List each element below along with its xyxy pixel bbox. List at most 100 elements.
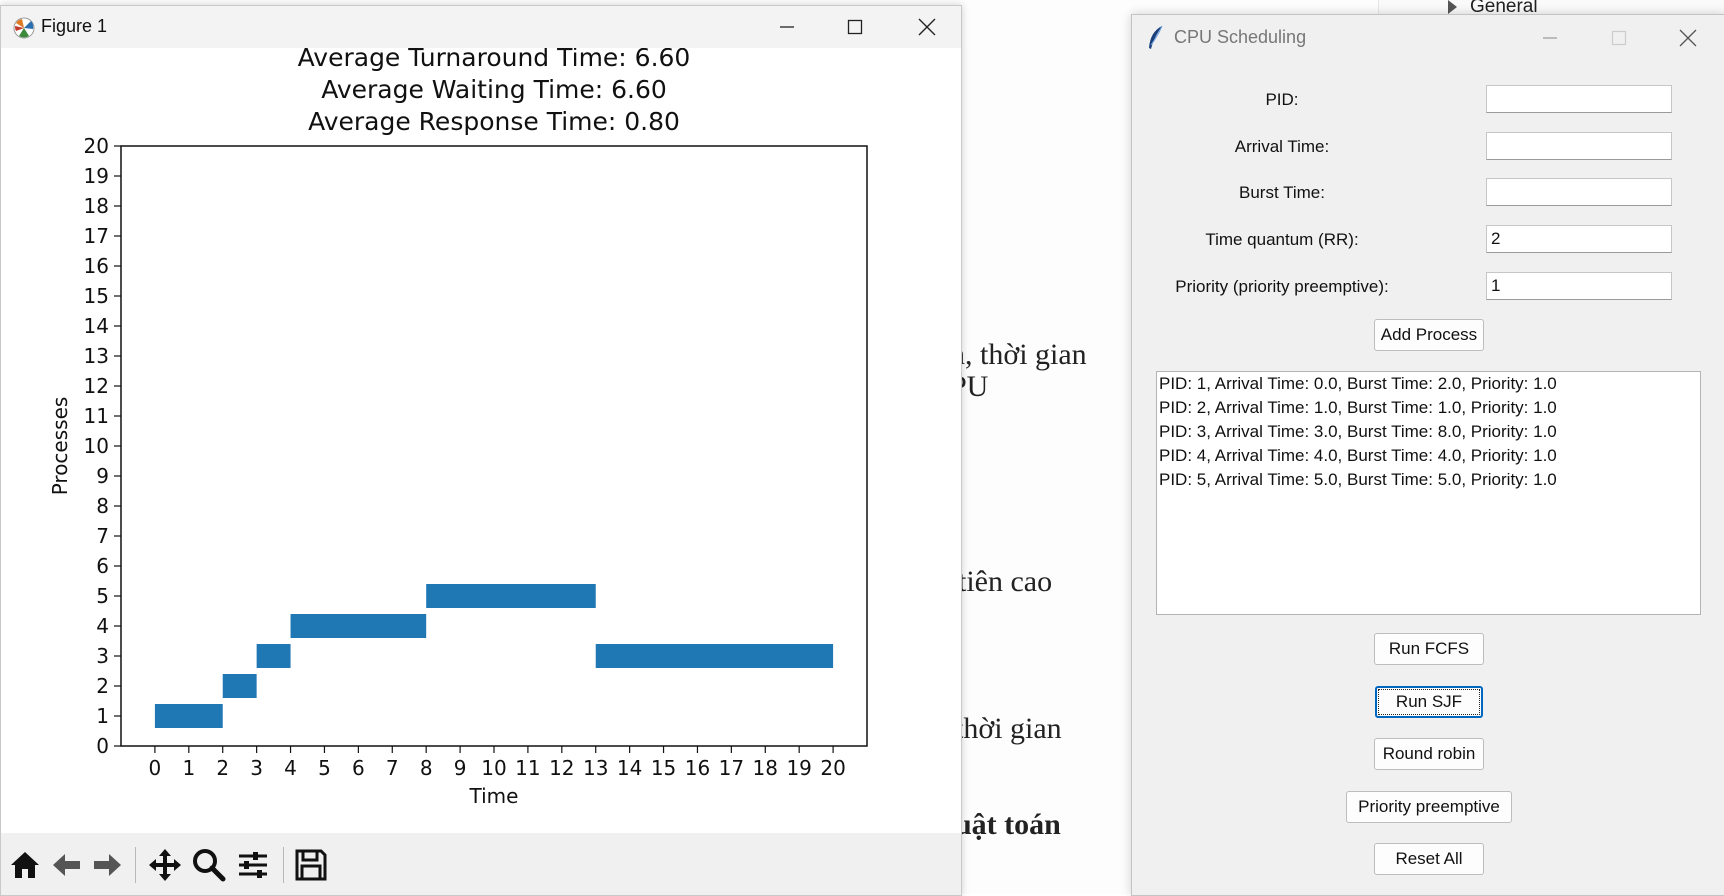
y-tick-label: 1 [96,704,109,728]
x-tick-label: 12 [549,756,574,780]
time-quantum-label: Time quantum (RR): [1205,230,1359,249]
close-button[interactable] [896,6,958,48]
arrival-time-label: Arrival Time: [1234,137,1330,156]
cpu-scheduling-window: CPU Scheduling PID: Arrival Time: Burst … [1131,14,1724,896]
close-icon [1679,29,1697,47]
process-listbox[interactable]: PID: 1, Arrival Time: 0.0, Burst Time: 2… [1156,371,1701,615]
y-tick-label: 16 [84,254,109,278]
y-tick-label: 5 [96,584,109,608]
background-text-line: uật toán [955,808,1061,841]
x-tick-label: 14 [617,756,642,780]
x-tick-label: 7 [386,756,399,780]
priority-label: Priority (priority preemptive): [1175,277,1389,296]
y-tick-label: 19 [84,164,109,188]
maximize-button[interactable] [824,6,886,48]
run-sjf-button[interactable]: Run SJF [1375,686,1483,718]
minimize-button[interactable] [1520,15,1580,61]
pid-input[interactable] [1486,85,1672,113]
y-tick-label: 9 [96,464,109,488]
y-tick-label: 3 [96,644,109,668]
navigation-toolbar [1,833,961,895]
sidebar-item-general[interactable]: General [1448,0,1538,18]
minimize-button[interactable] [756,6,818,48]
zoom-icon[interactable] [191,847,227,883]
minimize-icon [1543,37,1557,39]
figure-window-title: Figure 1 [41,16,108,36]
y-tick-label: 11 [84,404,109,428]
list-item[interactable]: PID: 1, Arrival Time: 0.0, Burst Time: 2… [1159,374,1557,393]
round-robin-button[interactable]: Round robin [1374,738,1484,770]
y-tick-label: 7 [96,524,109,548]
list-item[interactable]: PID: 3, Arrival Time: 3.0, Burst Time: 8… [1159,422,1557,441]
save-icon[interactable] [293,847,329,883]
cpu-window-title: CPU Scheduling [1174,27,1307,47]
list-item[interactable]: PID: 5, Arrival Time: 5.0, Burst Time: 5… [1159,470,1557,489]
y-tick-label: 20 [84,134,109,158]
gantt-bar [290,614,427,638]
y-axis-label: Processes [48,397,72,496]
reset-all-button[interactable]: Reset All [1374,843,1484,875]
y-tick-label: 0 [96,734,109,758]
x-tick-label: 13 [583,756,608,780]
x-axis-label: Time [469,784,519,808]
maximize-button[interactable] [1589,15,1649,61]
chart-title-line: Average Turnaround Time: 6.60 [298,48,691,72]
x-tick-label: 11 [515,756,540,780]
priority-input[interactable] [1486,272,1672,300]
configure-subplots-icon[interactable] [235,847,271,883]
y-tick-label: 6 [96,554,109,578]
gantt-bar [154,704,223,728]
y-tick-label: 14 [84,314,109,338]
y-tick-label: 12 [84,374,109,398]
background-text-line: n, thời gian [950,338,1087,371]
x-tick-label: 9 [454,756,467,780]
run-fcfs-button[interactable]: Run FCFS [1374,633,1484,665]
toolbar-separator [283,847,284,883]
x-tick-label: 8 [420,756,433,780]
gantt-bar [595,644,834,668]
x-tick-label: 5 [318,756,331,780]
back-arrow-icon[interactable] [49,847,85,883]
x-tick-label: 19 [786,756,811,780]
x-tick-label: 4 [284,756,297,780]
forward-arrow-icon[interactable] [89,847,125,883]
y-tick-label: 15 [84,284,109,308]
minimize-icon [780,26,794,28]
figure-titlebar[interactable]: Figure 1 [1,6,961,48]
x-tick-label: 15 [651,756,676,780]
add-process-button[interactable]: Add Process [1374,319,1484,351]
x-tick-label: 0 [149,756,162,780]
burst-time-label: Burst Time: [1239,183,1325,202]
arrival-time-input[interactable] [1486,132,1672,160]
maximize-icon [1611,30,1627,46]
maximize-icon [847,19,863,35]
y-tick-label: 17 [84,224,109,248]
cpu-titlebar[interactable]: CPU Scheduling [1132,15,1724,61]
chart-title-line: Average Response Time: 0.80 [308,107,680,136]
x-tick-label: 3 [250,756,263,780]
tk-feather-icon [1149,25,1163,49]
x-tick-label: 20 [820,756,845,780]
close-button[interactable] [1658,15,1718,61]
toolbar-separator [135,847,136,883]
list-item[interactable]: PID: 4, Arrival Time: 4.0, Burst Time: 4… [1159,446,1557,465]
figure-window: Figure 1 Average Turnaround Time: 6.60 Av… [0,5,962,896]
pan-icon[interactable] [147,847,183,883]
background-text-line: thời gian [955,712,1062,745]
matplotlib-app-icon [13,17,35,39]
home-icon[interactable] [7,847,43,883]
expand-triangle-icon[interactable] [1448,0,1457,14]
gantt-chart: Average Turnaround Time: 6.60 Average Wai… [48,43,868,808]
gantt-bar [222,674,257,698]
gantt-bar [256,644,291,668]
plot-canvas[interactable]: Average Turnaround Time: 6.60 Average Wai… [1,43,961,833]
y-tick-label: 18 [84,194,109,218]
x-tick-label: 2 [216,756,229,780]
priority-preemptive-button[interactable]: Priority preemptive [1346,791,1512,823]
time-quantum-input[interactable] [1486,225,1672,253]
chart-title-line: Average Waiting Time: 6.60 [321,75,667,104]
list-item[interactable]: PID: 2, Arrival Time: 1.0, Burst Time: 1… [1159,398,1557,417]
burst-time-input[interactable] [1486,178,1672,206]
gantt-bar [426,584,596,608]
close-icon [918,18,936,36]
